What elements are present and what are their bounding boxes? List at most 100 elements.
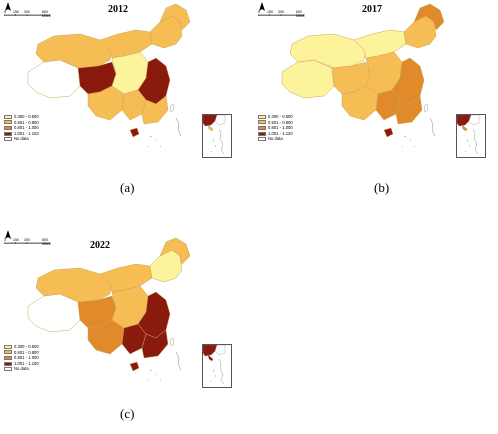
panel-year: 2017 <box>362 4 382 15</box>
choropleth-map <box>27 237 191 382</box>
north-arrow <box>4 2 12 14</box>
north-arrow <box>258 2 266 14</box>
legend-item: 1.001 - 1.102 <box>4 131 39 137</box>
legend-item: 0.300 - 0.500 <box>258 114 293 120</box>
legend-label: 1.001 - 1.102 <box>14 130 39 136</box>
legend-label: No data <box>14 136 29 142</box>
scale-bar: 0 150 300 600 Miles <box>257 10 308 19</box>
legend-label: 1.001 - 1.120 <box>268 130 293 136</box>
legend-swatch <box>4 137 12 142</box>
map-legend: 0.300 - 0.500 0.501 - 0.800 0.801 - 1.000 1… <box>258 114 293 142</box>
legend-swatch <box>4 361 12 366</box>
legend-item: 0.801 - 1.000 <box>4 355 39 361</box>
map-region-northeast-tip <box>159 3 191 31</box>
south-china-sea-inset <box>456 114 486 158</box>
south-china-sea-inset <box>202 114 232 158</box>
legend-label: 0.801 - 1.000 <box>268 125 293 131</box>
scale-label-3: 600 Miles <box>42 238 51 246</box>
legend-label: 0.300 - 0.500 <box>268 114 293 119</box>
legend-label: 0.501 - 0.800 <box>14 349 39 355</box>
map-region-island <box>129 127 140 138</box>
legend-label: 0.801 - 1.000 <box>14 125 39 131</box>
map-panel-a: 0 150 300 600 Miles 2012 0.300 - 0.500 0.… <box>0 0 240 200</box>
inset-map <box>203 115 226 155</box>
north-arrow-icon <box>259 2 265 11</box>
legend-item: 0.300 - 0.500 <box>4 344 39 350</box>
map-sea-islands <box>147 351 182 382</box>
map-region-north-central <box>99 29 153 59</box>
legend-item: 0.801 - 1.000 <box>258 125 293 131</box>
map-region-small-island <box>169 337 175 347</box>
scale-label-3: 600 Miles <box>296 10 305 18</box>
legend-item: No data <box>4 366 39 372</box>
map-region-southeast <box>141 95 169 125</box>
north-arrow-icon <box>5 230 11 239</box>
map-region-southeast <box>141 329 169 359</box>
map-region-island <box>129 361 140 372</box>
legend-swatch <box>258 120 266 125</box>
legend-label: 0.501 - 0.800 <box>268 119 293 125</box>
north-arrow <box>4 230 12 242</box>
legend-swatch <box>4 344 12 349</box>
map-region-northwest <box>35 267 113 303</box>
legend-swatch <box>258 114 266 119</box>
scale-label-2: 300 <box>24 238 30 242</box>
scale-label-1: 150 <box>13 238 19 242</box>
scale-bar-graphic <box>3 13 51 16</box>
legend-swatch <box>4 355 12 360</box>
choropleth-map <box>281 3 445 148</box>
map-region-west <box>281 59 335 99</box>
legend-label: 0.801 - 1.000 <box>14 355 39 361</box>
scale-label-1: 150 <box>13 10 19 14</box>
legend-label: No data <box>14 366 29 372</box>
legend-label: 0.300 - 0.500 <box>14 114 39 119</box>
legend-swatch <box>4 125 12 130</box>
legend-swatch <box>4 367 12 372</box>
legend-item: 0.501 - 0.800 <box>4 120 39 126</box>
legend-item: 1.001 - 1.100 <box>4 361 39 367</box>
map-region-northeast-tip <box>413 3 445 31</box>
map-sea-islands <box>401 117 436 148</box>
legend-swatch <box>258 137 266 142</box>
legend-swatch <box>4 114 12 119</box>
scale-bar-graphic <box>3 241 51 244</box>
legend-item: 0.501 - 0.800 <box>258 120 293 126</box>
panel-caption: (b) <box>374 180 390 195</box>
legend-item: 0.501 - 0.800 <box>4 350 39 356</box>
legend-swatch <box>258 131 266 136</box>
map-legend: 0.300 - 0.500 0.501 - 0.800 0.801 - 1.000 1… <box>4 114 39 142</box>
scale-label-0: 0 <box>258 10 260 14</box>
legend-label: No data <box>268 136 283 142</box>
legend-swatch <box>4 350 12 355</box>
legend-label: 1.001 - 1.100 <box>14 360 39 366</box>
scale-label-2: 300 <box>24 10 30 14</box>
map-legend: 0.300 - 0.500 0.501 - 0.800 0.801 - 1.000 1… <box>4 344 39 372</box>
legend-item: No data <box>258 136 293 142</box>
legend-item: 0.801 - 1.000 <box>4 125 39 131</box>
north-arrow-icon <box>5 2 11 11</box>
legend-label: 0.501 - 0.800 <box>14 119 39 125</box>
legend-item: No data <box>4 136 39 142</box>
scale-bar: 0 150 300 600 Miles <box>3 10 54 19</box>
scale-label-3: 600 Miles <box>42 10 51 18</box>
scale-label-1: 150 <box>267 10 273 14</box>
map-region-north-east <box>149 249 183 283</box>
panel-caption: (c) <box>120 406 135 421</box>
scale-label-0: 0 <box>4 10 6 14</box>
map-region-north-central <box>99 263 153 293</box>
panel-year: 2012 <box>108 4 128 15</box>
south-china-sea-inset <box>202 344 232 388</box>
map-region-northwest <box>289 33 367 69</box>
map-region-north-central <box>353 29 407 59</box>
legend-item: 1.001 - 1.120 <box>258 131 293 137</box>
inset-map <box>203 345 226 385</box>
legend-label: 0.300 - 0.500 <box>14 344 39 349</box>
panel-caption: (a) <box>120 180 135 195</box>
legend-item: 0.300 - 0.500 <box>4 114 39 120</box>
map-region-north-east <box>403 15 437 49</box>
map-region-southeast <box>395 95 423 125</box>
map-region-island <box>383 127 394 138</box>
legend-swatch <box>4 120 12 125</box>
map-region-small-island <box>169 103 175 113</box>
map-region-small-island <box>423 103 429 113</box>
